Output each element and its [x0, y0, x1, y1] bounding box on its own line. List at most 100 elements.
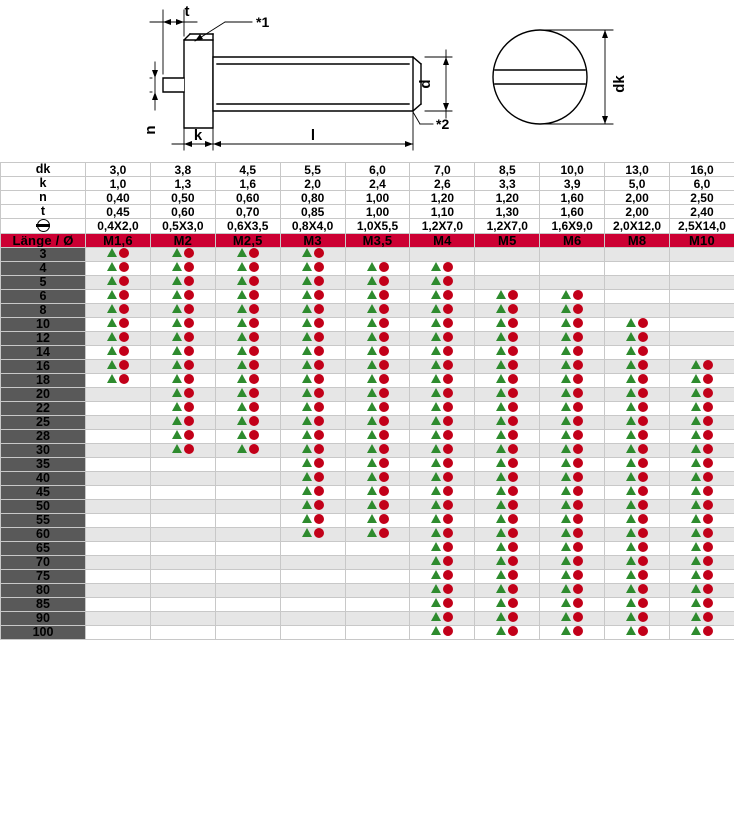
availability-cell[interactable]	[85, 386, 151, 402]
length-label[interactable]: 65	[0, 540, 86, 556]
availability-cell[interactable]	[604, 288, 671, 304]
length-label[interactable]: 28	[0, 428, 86, 444]
thread-size-header[interactable]: M5	[474, 232, 541, 248]
availability-cell[interactable]	[214, 582, 281, 598]
availability-cell[interactable]	[474, 344, 541, 360]
length-label[interactable]: 6	[0, 288, 86, 304]
availability-cell[interactable]	[669, 330, 734, 346]
length-label[interactable]: 100	[0, 624, 86, 640]
length-label[interactable]: 30	[0, 442, 86, 458]
length-label[interactable]: 14	[0, 344, 86, 360]
availability-cell[interactable]	[149, 456, 216, 472]
availability-cell[interactable]	[539, 302, 606, 318]
availability-cell[interactable]	[149, 414, 216, 430]
availability-cell[interactable]	[409, 568, 476, 584]
length-label[interactable]: 25	[0, 414, 86, 430]
availability-cell[interactable]	[344, 400, 411, 416]
length-label[interactable]: 20	[0, 386, 86, 402]
availability-cell[interactable]	[214, 540, 281, 556]
availability-cell[interactable]	[409, 498, 476, 514]
availability-cell[interactable]	[409, 624, 476, 640]
length-label[interactable]: 55	[0, 512, 86, 528]
availability-cell[interactable]	[85, 624, 151, 640]
availability-cell[interactable]	[604, 540, 671, 556]
availability-cell[interactable]	[279, 596, 346, 612]
availability-cell[interactable]	[149, 428, 216, 444]
availability-cell[interactable]	[344, 568, 411, 584]
availability-cell[interactable]	[85, 554, 151, 570]
availability-cell[interactable]	[344, 274, 411, 290]
availability-cell[interactable]	[279, 484, 346, 500]
availability-cell[interactable]	[539, 540, 606, 556]
availability-cell[interactable]	[474, 512, 541, 528]
availability-cell[interactable]	[604, 526, 671, 542]
availability-cell[interactable]	[539, 330, 606, 346]
length-label[interactable]: 22	[0, 400, 86, 416]
availability-cell[interactable]	[149, 400, 216, 416]
availability-cell[interactable]	[474, 386, 541, 402]
availability-cell[interactable]	[409, 400, 476, 416]
availability-cell[interactable]	[669, 428, 734, 444]
availability-cell[interactable]	[539, 484, 606, 500]
availability-cell[interactable]	[474, 498, 541, 514]
availability-cell[interactable]	[149, 554, 216, 570]
availability-cell[interactable]	[604, 260, 671, 276]
availability-cell[interactable]	[279, 344, 346, 360]
availability-cell[interactable]	[344, 484, 411, 500]
availability-cell[interactable]	[149, 498, 216, 514]
availability-cell[interactable]	[214, 302, 281, 318]
availability-cell[interactable]	[344, 610, 411, 626]
availability-cell[interactable]	[214, 274, 281, 290]
availability-cell[interactable]	[409, 260, 476, 276]
availability-cell[interactable]	[409, 582, 476, 598]
availability-cell[interactable]	[409, 610, 476, 626]
availability-cell[interactable]	[604, 582, 671, 598]
thread-size-header[interactable]: M2	[149, 232, 216, 248]
availability-cell[interactable]	[214, 526, 281, 542]
availability-cell[interactable]	[214, 344, 281, 360]
availability-cell[interactable]	[409, 554, 476, 570]
availability-cell[interactable]	[344, 624, 411, 640]
availability-cell[interactable]	[409, 358, 476, 374]
availability-cell[interactable]	[539, 624, 606, 640]
thread-size-header[interactable]: M3,5	[344, 232, 411, 248]
availability-cell[interactable]	[409, 414, 476, 430]
availability-cell[interactable]	[279, 624, 346, 640]
availability-cell[interactable]	[149, 372, 216, 388]
availability-cell[interactable]	[85, 274, 151, 290]
availability-cell[interactable]	[604, 554, 671, 570]
availability-cell[interactable]	[85, 470, 151, 486]
availability-cell[interactable]	[474, 582, 541, 598]
availability-cell[interactable]	[669, 512, 734, 528]
availability-cell[interactable]	[669, 358, 734, 374]
availability-cell[interactable]	[669, 400, 734, 416]
availability-cell[interactable]	[669, 260, 734, 276]
availability-cell[interactable]	[474, 288, 541, 304]
availability-cell[interactable]	[669, 554, 734, 570]
availability-cell[interactable]	[149, 484, 216, 500]
availability-cell[interactable]	[279, 274, 346, 290]
availability-cell[interactable]	[149, 288, 216, 304]
availability-cell[interactable]	[669, 610, 734, 626]
availability-cell[interactable]	[344, 414, 411, 430]
availability-cell[interactable]	[344, 386, 411, 402]
availability-cell[interactable]	[279, 316, 346, 332]
availability-cell[interactable]	[214, 372, 281, 388]
availability-cell[interactable]	[344, 470, 411, 486]
availability-cell[interactable]	[474, 554, 541, 570]
availability-cell[interactable]	[409, 512, 476, 528]
availability-cell[interactable]	[85, 428, 151, 444]
availability-cell[interactable]	[604, 624, 671, 640]
availability-cell[interactable]	[669, 484, 734, 500]
availability-cell[interactable]	[669, 498, 734, 514]
availability-cell[interactable]	[279, 540, 346, 556]
length-label[interactable]: 60	[0, 526, 86, 542]
availability-cell[interactable]	[539, 260, 606, 276]
availability-cell[interactable]	[279, 512, 346, 528]
length-label[interactable]: 70	[0, 554, 86, 570]
availability-cell[interactable]	[149, 610, 216, 626]
availability-cell[interactable]	[539, 428, 606, 444]
availability-cell[interactable]	[669, 442, 734, 458]
availability-cell[interactable]	[214, 414, 281, 430]
availability-cell[interactable]	[214, 358, 281, 374]
